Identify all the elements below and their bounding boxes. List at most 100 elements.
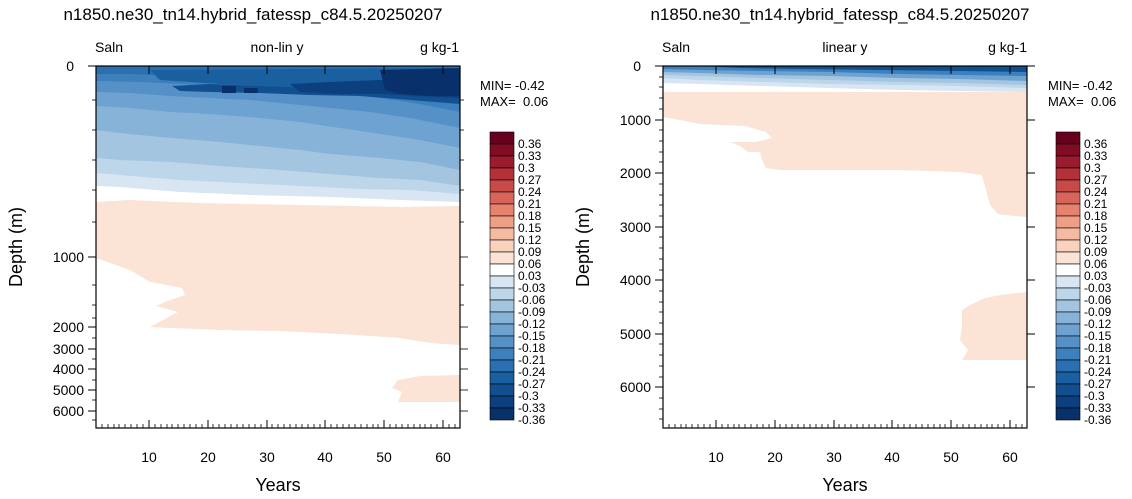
colorbar-swatch bbox=[1055, 179, 1081, 193]
colorbar-label: -0.06 bbox=[1084, 293, 1112, 307]
colorbar-swatch bbox=[1055, 263, 1081, 277]
colorbar-swatch bbox=[1055, 287, 1081, 301]
y-axis-label: Depth (m) bbox=[6, 207, 26, 287]
colorbar-label: 0.18 bbox=[518, 209, 542, 223]
colorbar-swatch bbox=[489, 227, 515, 241]
contour-fill--0.3 bbox=[700, 66, 1027, 72]
colorbar-label: 0.33 bbox=[518, 149, 542, 163]
colorbar-swatch bbox=[1055, 155, 1081, 169]
colorbar-swatch bbox=[1055, 131, 1081, 145]
x-tick-label: 40 bbox=[884, 449, 900, 465]
colorbar-swatch bbox=[1055, 335, 1081, 349]
colorbar-label: -0.09 bbox=[518, 305, 546, 319]
colorbar-label: -0.3 bbox=[518, 389, 539, 403]
colorbar-swatch bbox=[1055, 227, 1081, 241]
variable-label: Saln bbox=[662, 39, 690, 55]
x-tick-label: 30 bbox=[259, 449, 275, 465]
colorbar-swatch bbox=[489, 167, 515, 181]
colorbar-label: 0.36 bbox=[518, 137, 542, 151]
colorbar-label: -0.36 bbox=[1084, 413, 1112, 427]
colorbar: 0.360.330.30.270.240.210.180.150.120.090… bbox=[489, 131, 546, 427]
contour-fill--0.36 bbox=[222, 86, 258, 93]
y-tick-label: 4000 bbox=[620, 272, 651, 288]
variable-label: Saln bbox=[95, 39, 123, 55]
x-tick-label: 10 bbox=[708, 449, 724, 465]
colorbar-swatch bbox=[489, 179, 515, 193]
colorbar-swatch bbox=[489, 311, 515, 325]
colorbar-label: -0.18 bbox=[518, 341, 546, 355]
x-tick-label: 50 bbox=[943, 449, 959, 465]
units-label: g kg-1 bbox=[988, 39, 1027, 55]
panel-title: n1850.ne30_tn14.hybrid_fatessp_c84.5.202… bbox=[650, 5, 1029, 24]
colorbar-swatch bbox=[1055, 143, 1081, 157]
min-stat: MIN= -0.42 bbox=[480, 78, 545, 93]
colorbar-label: 0.15 bbox=[1084, 221, 1108, 235]
x-tick-label: 40 bbox=[317, 449, 333, 465]
colorbar-swatch bbox=[1055, 407, 1081, 421]
colorbar-swatch bbox=[1055, 191, 1081, 205]
x-tick-label: 50 bbox=[376, 449, 392, 465]
x-tick-label: 20 bbox=[200, 449, 216, 465]
colorbar-label: 0.06 bbox=[518, 257, 542, 271]
y-axis-label: Depth (m) bbox=[573, 207, 593, 287]
colorbar-label: 0.15 bbox=[518, 221, 542, 235]
colorbar-label: 0.06 bbox=[1084, 257, 1108, 271]
max-stat: MAX= 0.06 bbox=[1048, 94, 1116, 109]
contour-fill-0.03-0.06 bbox=[392, 375, 460, 402]
colorbar-swatch bbox=[489, 203, 515, 217]
contour-fill-0.03-0.06 bbox=[663, 92, 1027, 217]
y-tick-label: 3000 bbox=[620, 219, 651, 235]
colorbar-label: 0.36 bbox=[1084, 137, 1108, 151]
x-tick-label: 60 bbox=[1002, 449, 1018, 465]
colorbar-swatch bbox=[1055, 347, 1081, 361]
colorbar-label: 0.24 bbox=[518, 185, 542, 199]
colorbar-swatch bbox=[1055, 215, 1081, 229]
colorbar-label: 0.3 bbox=[1084, 161, 1101, 175]
colorbar-swatch bbox=[489, 239, 515, 253]
colorbar-label: 0.03 bbox=[518, 269, 542, 283]
colorbar-swatch bbox=[489, 275, 515, 289]
colorbar-swatch bbox=[1055, 383, 1081, 397]
plot-area bbox=[95, 65, 461, 429]
colorbar-label: 0.33 bbox=[1084, 149, 1108, 163]
colorbar-label: 0.12 bbox=[518, 233, 542, 247]
y-tick-label: 5000 bbox=[620, 326, 651, 342]
colorbar-swatch bbox=[1055, 239, 1081, 253]
colorbar-label: -0.33 bbox=[518, 401, 546, 415]
colorbar-swatch bbox=[489, 395, 515, 409]
y-tick-label: 6000 bbox=[53, 403, 84, 419]
y-tick-label: 5000 bbox=[53, 382, 84, 398]
colorbar-swatch bbox=[489, 323, 515, 337]
colorbar-label: -0.24 bbox=[518, 365, 546, 379]
x-axis: 10 20 30 40 50 60 Years bbox=[101, 66, 456, 495]
x-tick-label: 20 bbox=[767, 449, 783, 465]
panel-title: n1850.ne30_tn14.hybrid_fatessp_c84.5.202… bbox=[63, 5, 442, 24]
colorbar-label: 0.12 bbox=[1084, 233, 1108, 247]
colorbar-label: 0.09 bbox=[1084, 245, 1108, 259]
y-tick-label: 1000 bbox=[53, 249, 84, 265]
colorbar-label: 0.18 bbox=[1084, 209, 1108, 223]
scale-label: linear y bbox=[822, 39, 867, 55]
y-tick-label: 6000 bbox=[620, 379, 651, 395]
colorbar-label: 0.27 bbox=[518, 173, 542, 187]
colorbar-swatch bbox=[1055, 299, 1081, 313]
x-tick-label: 10 bbox=[141, 449, 157, 465]
colorbar-label: -0.03 bbox=[518, 281, 546, 295]
y-tick-label: 2000 bbox=[53, 319, 84, 335]
x-axis-label: Years bbox=[255, 475, 300, 495]
colorbar-swatch bbox=[489, 359, 515, 373]
colorbar-label: 0.24 bbox=[1084, 185, 1108, 199]
colorbar-label: 0.27 bbox=[1084, 173, 1108, 187]
y-tick-label: 4000 bbox=[53, 361, 84, 377]
y-tick-label: 0 bbox=[66, 58, 74, 74]
colorbar-swatch bbox=[489, 251, 515, 265]
colorbar-label: -0.03 bbox=[1084, 281, 1112, 295]
colorbar-label: -0.3 bbox=[1084, 389, 1105, 403]
y-axis: 0 1000 2000 3000 4000 5000 6000 Depth (m… bbox=[573, 58, 1035, 420]
colorbar-label: -0.15 bbox=[1084, 329, 1112, 343]
panel-nonlinear: n1850.ne30_tn14.hybrid_fatessp_c84.5.202… bbox=[6, 5, 548, 495]
units-label: g kg-1 bbox=[420, 39, 459, 55]
colorbar-swatch bbox=[1055, 275, 1081, 289]
colorbar-swatch bbox=[489, 215, 515, 229]
contour-fill-0.03-0.06 bbox=[960, 292, 1027, 360]
